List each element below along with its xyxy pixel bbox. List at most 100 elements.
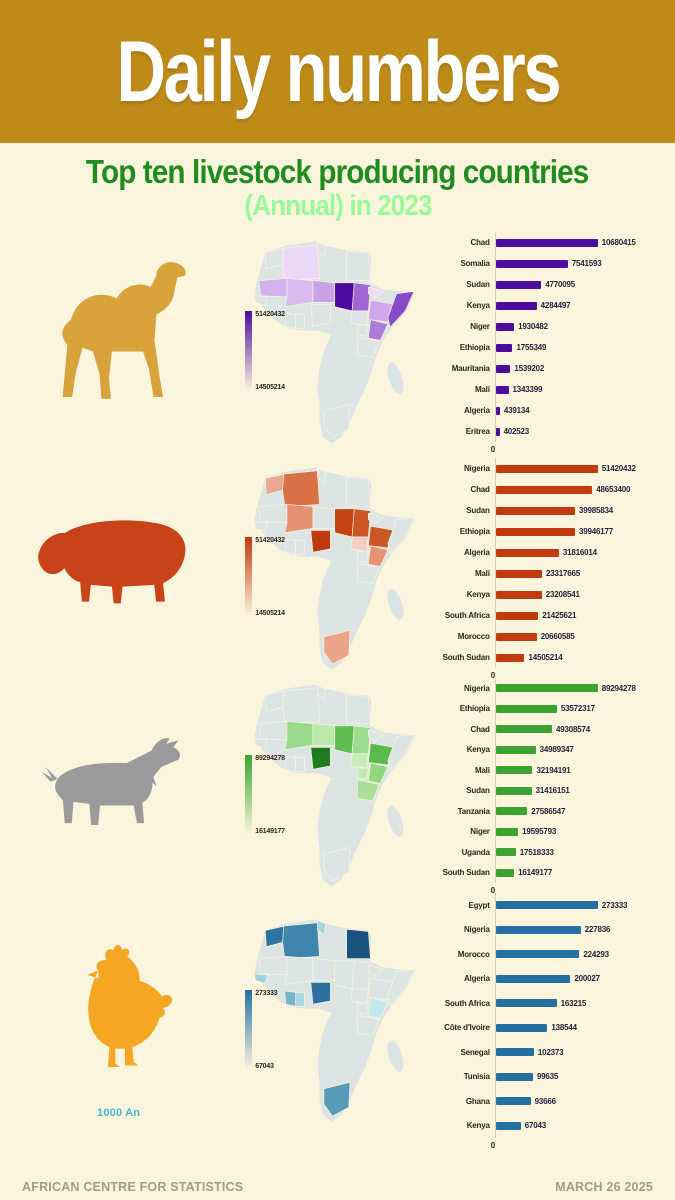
country-label: Kenya <box>466 301 490 311</box>
legend-gradient <box>245 311 253 392</box>
value-bar <box>495 590 542 599</box>
map-country <box>357 767 370 780</box>
value-label: 89294278 <box>601 683 636 693</box>
subtitle: Top ten livestock producing countries (A… <box>0 154 675 221</box>
country-label: Niger <box>470 827 490 837</box>
map-country <box>323 629 351 664</box>
map-country <box>357 336 380 358</box>
map-country <box>282 687 321 724</box>
value-label: 48653400 <box>596 485 631 495</box>
country-patches <box>254 467 415 664</box>
value-bar <box>495 1048 534 1057</box>
chart-row: Kenya 4284497 <box>433 295 673 316</box>
map-country <box>295 991 305 1007</box>
map-country <box>357 1002 370 1015</box>
value-label: 10680415 <box>601 238 636 248</box>
value-bar <box>495 786 532 795</box>
value-label: 39985834 <box>579 506 614 516</box>
map-country <box>254 520 269 532</box>
map-country <box>258 503 288 523</box>
value-bar <box>495 406 500 415</box>
value-bar <box>495 364 511 373</box>
map-country <box>357 1014 380 1037</box>
country-label: Uganda <box>461 847 490 857</box>
map-country <box>295 313 305 329</box>
axis-zero-label: 0 <box>490 445 496 455</box>
country-label: Chad <box>470 724 490 734</box>
chart-axis-line <box>494 678 496 884</box>
country-label: Senegal <box>460 1047 490 1057</box>
country-label: Kenya <box>466 745 490 755</box>
country-label: Kenya <box>466 590 490 600</box>
country-patches <box>254 241 415 438</box>
value-bar <box>495 766 533 775</box>
country-label: Chad <box>470 238 490 248</box>
value-label: 4284497 <box>540 301 571 311</box>
footer-source: AFRICAN CENTRE FOR STATISTICS <box>22 1180 244 1194</box>
country-label: Mauritania <box>451 364 490 374</box>
map-legend: 51420432 14505214 <box>245 311 285 392</box>
chart-row: Eritrea 402523 <box>433 421 673 442</box>
map-country <box>254 973 269 985</box>
value-bar <box>495 301 537 310</box>
chart-row: Chad 48653400 <box>433 479 673 500</box>
chart-row: Senegal 102373 <box>433 1040 673 1065</box>
value-bar <box>495 868 515 877</box>
legend-min-label: 14505214 <box>255 384 285 392</box>
map-column: 51420432 14505214 <box>237 461 432 678</box>
map-country <box>254 738 269 750</box>
map-country <box>352 507 372 537</box>
africa-map <box>254 684 416 887</box>
africa-map <box>254 241 416 443</box>
footer-date: MARCH 26 2025 <box>555 1180 653 1194</box>
legend-max-label: 51420432 <box>255 311 285 319</box>
map-country <box>334 507 355 537</box>
chart-row: Algeria 200027 <box>433 967 673 992</box>
country-label: Algeria <box>463 406 490 416</box>
map-country <box>323 403 351 438</box>
map-country <box>387 734 415 771</box>
value-bar <box>495 427 500 436</box>
chart-row: Kenya 34989347 <box>433 740 673 761</box>
chart-column: Nigeria 89294278 Ethiopia 53572317 Chad 49308… <box>433 678 675 895</box>
chart-row: Nigeria 89294278 <box>433 678 673 699</box>
madagascar-shape <box>387 362 404 394</box>
value-label: 32194191 <box>536 765 571 775</box>
chart-row: Mali 32194191 <box>433 760 673 781</box>
map-country <box>368 997 389 1019</box>
chart-row: Kenya 67043 <box>433 1114 673 1139</box>
value-bar <box>495 259 568 268</box>
chart-row: Ethiopia 1755349 <box>433 337 673 358</box>
map-country <box>346 693 372 724</box>
map-legend: 89294278 16149177 <box>245 754 285 835</box>
chart-row: South Africa 21425621 <box>433 605 673 626</box>
chart-row: Algeria 439134 <box>433 400 673 421</box>
map-country <box>310 747 331 770</box>
chart-row: Egypt 273333 <box>433 893 673 918</box>
value-bar <box>495 506 576 515</box>
map-country <box>368 318 389 341</box>
value-bar <box>495 725 553 734</box>
value-label: 402523 <box>503 427 530 437</box>
country-label: Morocco <box>457 632 490 642</box>
map-country <box>368 742 396 766</box>
value-label: 200027 <box>574 974 600 984</box>
chart-row: Nigeria 227836 <box>433 918 673 943</box>
value-label: 49308574 <box>556 724 591 734</box>
value-label: 23208541 <box>545 590 580 600</box>
country-label: Morocco <box>457 949 490 959</box>
value-bar <box>495 704 557 713</box>
map-country <box>368 525 396 548</box>
value-label: 1539202 <box>514 364 545 374</box>
value-bar <box>495 925 581 934</box>
map-country <box>317 467 327 483</box>
map-legend: 51420432 14505214 <box>245 537 285 618</box>
bar-chart: Egypt 273333 Nigeria 227836 Morocco 224293 Alg… <box>433 893 673 1139</box>
value-bar <box>495 611 539 620</box>
value-bar <box>495 745 536 754</box>
value-bar <box>495 1072 533 1081</box>
map-country <box>387 290 415 328</box>
value-bar <box>495 1097 531 1106</box>
chart-row: Mauritania 1539202 <box>433 358 673 379</box>
map-column: 273333 67043 <box>237 913 432 1130</box>
